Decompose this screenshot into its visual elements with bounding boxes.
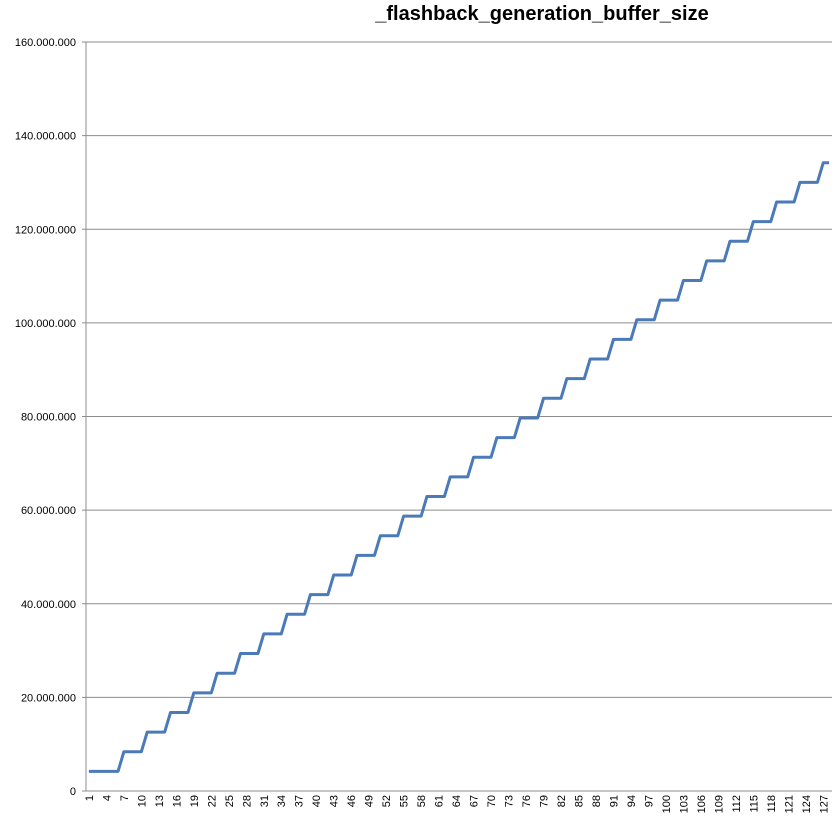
x-tick-label: 19	[189, 795, 201, 807]
x-axis-tick-labels: 1 4 7 10 13 16 19 22 25 28 31 34 37 40 43 46 49 52 55 58 61 6…	[84, 795, 830, 813]
x-tick-label: 34	[276, 795, 288, 807]
y-tick-label: 20.000.000	[21, 692, 76, 704]
y-tick-label: 100.000.000	[15, 318, 76, 330]
x-tick-label: 52	[381, 795, 393, 807]
x-tick-label: 67	[469, 795, 481, 807]
x-tick-label: 79	[539, 795, 551, 807]
x-tick-label: 25	[224, 795, 236, 807]
x-tick-label: 64	[451, 795, 463, 807]
x-tick-label: 1	[84, 795, 96, 801]
x-tick-label: 4	[101, 795, 113, 801]
y-axis-tick-labels: 0 20.000.000 40.000.000 60.000.000 80.000.00…	[15, 37, 76, 798]
x-tick-label: 10	[136, 795, 148, 807]
x-tick-label: 103	[678, 795, 690, 813]
x-tick-label: 91	[608, 795, 620, 807]
chart-title: _flashback_generation_buffer_size	[374, 3, 708, 25]
x-tick-label: 58	[416, 795, 428, 807]
x-tick-label: 94	[626, 795, 638, 807]
x-tick-label: 49	[364, 795, 376, 807]
series-line	[88, 161, 830, 773]
x-tick-label: 22	[206, 795, 218, 807]
series-layer	[88, 161, 830, 773]
x-tick-label: 73	[504, 795, 516, 807]
x-tick-label: 16	[171, 795, 183, 807]
y-tick-label: 120.000.000	[15, 224, 76, 236]
x-tick-label: 118	[766, 795, 778, 813]
x-tick-label: 43	[329, 795, 341, 807]
x-tick-label: 85	[573, 795, 585, 807]
grid-lines	[82, 41, 832, 792]
y-tick-label: 0	[70, 786, 76, 798]
x-tick-label: 76	[521, 795, 533, 807]
x-tick-label: 97	[643, 795, 655, 807]
y-tick-label: 160.000.000	[15, 37, 76, 49]
x-tick-label: 121	[783, 795, 795, 813]
x-tick-label: 28	[241, 795, 253, 807]
x-tick-label: 88	[591, 795, 603, 807]
x-tick-label: 46	[346, 795, 358, 807]
x-tick-label: 106	[696, 795, 708, 813]
x-tick-label: 61	[434, 795, 446, 807]
x-tick-label: 112	[731, 795, 743, 813]
x-tick-label: 7	[119, 795, 131, 801]
x-tick-label: 82	[556, 795, 568, 807]
x-tick-label: 13	[154, 795, 166, 807]
x-tick-label: 127	[818, 795, 830, 813]
y-tick-label: 80.000.000	[21, 412, 76, 424]
x-tick-label: 40	[311, 795, 323, 807]
x-tick-label: 115	[748, 795, 760, 813]
y-tick-label: 140.000.000	[15, 131, 76, 143]
y-tick-label: 40.000.000	[21, 599, 76, 611]
x-tick-label: 37	[294, 795, 306, 807]
x-tick-label: 55	[399, 795, 411, 807]
x-tick-label: 109	[713, 795, 725, 813]
x-tick-label: 124	[801, 795, 813, 813]
x-tick-label: 31	[259, 795, 271, 807]
x-tick-label: 70	[486, 795, 498, 807]
y-tick-label: 60.000.000	[21, 505, 76, 517]
x-tick-label: 100	[661, 795, 673, 813]
